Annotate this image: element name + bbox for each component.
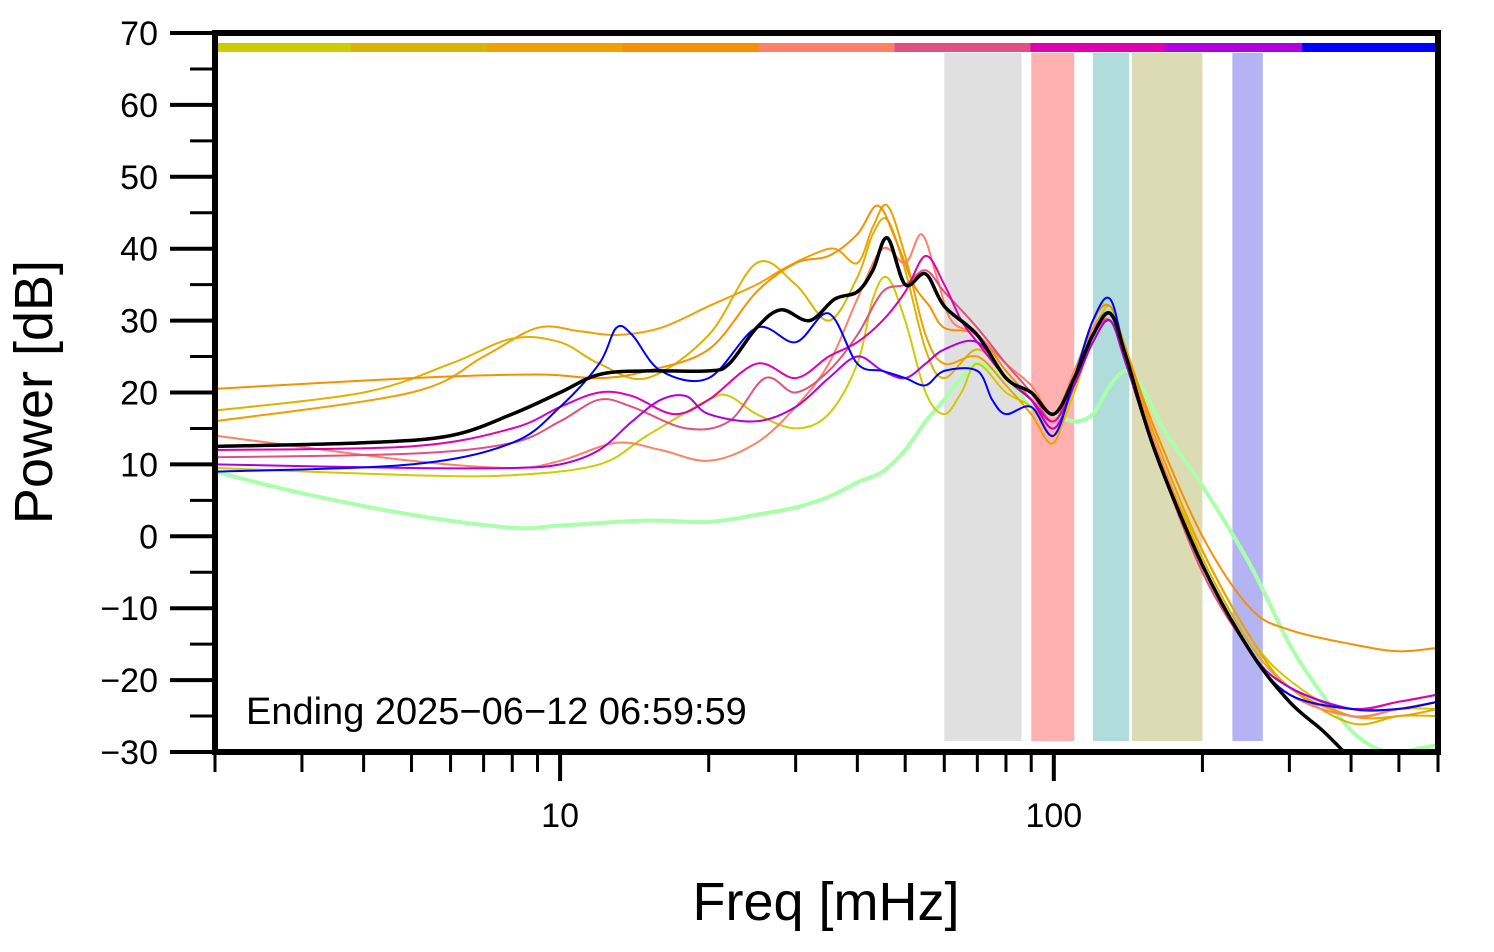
frequency-band-1 <box>944 53 1022 741</box>
y-tick-label: 50 <box>120 159 158 197</box>
y-tick-label: 40 <box>120 231 158 269</box>
time-color-segment-4 <box>622 43 760 52</box>
frequency-band-4 <box>1131 53 1203 741</box>
time-color-segment-5 <box>758 43 895 52</box>
y-axis-title: Power [dB] <box>4 260 64 524</box>
time-color-segment-8 <box>1166 43 1303 52</box>
ending-timestamp: Ending 2025−06−12 06:59:59 <box>246 691 747 733</box>
time-color-segment-3 <box>486 43 624 52</box>
spectrum-line-7 <box>215 269 1438 711</box>
plot-frame <box>212 30 1441 755</box>
x-axis: 10 100 <box>213 755 1440 835</box>
x-axis-title: Freq [mHz] <box>692 872 959 932</box>
x-tick-label: 100 <box>1025 797 1082 835</box>
spectrum-series <box>215 203 1438 752</box>
y-tick-label: 70 <box>120 15 158 53</box>
spectrum-line-1 <box>215 361 1438 752</box>
spectrum-line-3 <box>215 217 1438 726</box>
time-color-segment-6 <box>894 43 1031 52</box>
time-color-bar <box>215 43 1439 52</box>
frequency-band-5 <box>1232 53 1263 741</box>
time-color-segment-1 <box>215 43 352 52</box>
y-tick-label: −20 <box>100 662 158 700</box>
x-tick-label: 10 <box>541 797 579 835</box>
y-tick-label: −30 <box>100 734 158 772</box>
time-color-segment-7 <box>1030 43 1167 52</box>
y-axis: 70 60 50 40 30 20 10 0 −10 −20 −30 <box>100 15 212 772</box>
time-color-segment-9 <box>1302 43 1439 52</box>
frequency-band-3 <box>1092 53 1130 741</box>
y-tick-label: 0 <box>139 518 158 556</box>
y-tick-label: 60 <box>120 87 158 125</box>
y-tick-label: 30 <box>120 303 158 341</box>
y-tick-label: 20 <box>120 375 158 413</box>
y-tick-label: −10 <box>100 590 158 628</box>
y-tick-label: 10 <box>120 446 158 484</box>
time-color-segment-2 <box>350 43 488 52</box>
spectrum-line-11 <box>215 236 1347 752</box>
